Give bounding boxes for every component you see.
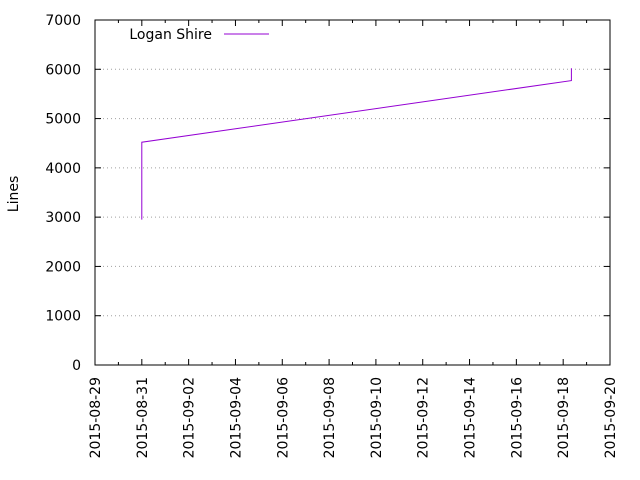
x-tick-label: 2015-09-10 [369, 377, 385, 458]
y-tick-label: 4000 [45, 161, 81, 177]
y-tick-label: 6000 [45, 62, 81, 78]
x-axis-ticks: 2015-08-29 2015-08-31 2015-09-02 2015-09-04… [88, 20, 619, 458]
y-tick-label: 0 [72, 358, 81, 374]
series-line-0 [141, 68, 572, 220]
x-tick-label: 2015-09-16 [509, 377, 525, 458]
x-tick-label: 2015-09-06 [275, 377, 291, 458]
y-axis-label: Lines [6, 176, 22, 212]
y-tick-label: 5000 [45, 112, 81, 128]
y-tick-label: 3000 [45, 210, 81, 226]
legend-label-logan-shire: Logan Shire [129, 27, 212, 43]
x-tick-label: 2015-09-08 [322, 377, 338, 458]
series-lines [141, 68, 572, 220]
grid-lines [95, 68, 610, 317]
y-tick-label: 1000 [45, 309, 81, 325]
x-tick-label: 2015-09-20 [603, 377, 619, 458]
x-tick-label: 2015-09-18 [556, 377, 572, 458]
x-tick-label: 2015-09-14 [463, 377, 479, 458]
legend: Logan Shire [129, 27, 269, 43]
x-tick-label: 2015-09-12 [416, 377, 432, 458]
plot-frame [94, 19, 611, 366]
x-tick-label: 2015-08-31 [135, 377, 151, 458]
x-tick-label: 2015-09-02 [182, 377, 198, 458]
y-tick-label: 2000 [45, 259, 81, 275]
x-tick-label: 2015-08-29 [88, 377, 104, 458]
x-tick-label: 2015-09-04 [228, 377, 244, 458]
y-tick-label: 7000 [45, 13, 81, 29]
y-axis-ticks: 0 1000 2000 3000 4000 5000 6000 7000 [45, 13, 610, 374]
